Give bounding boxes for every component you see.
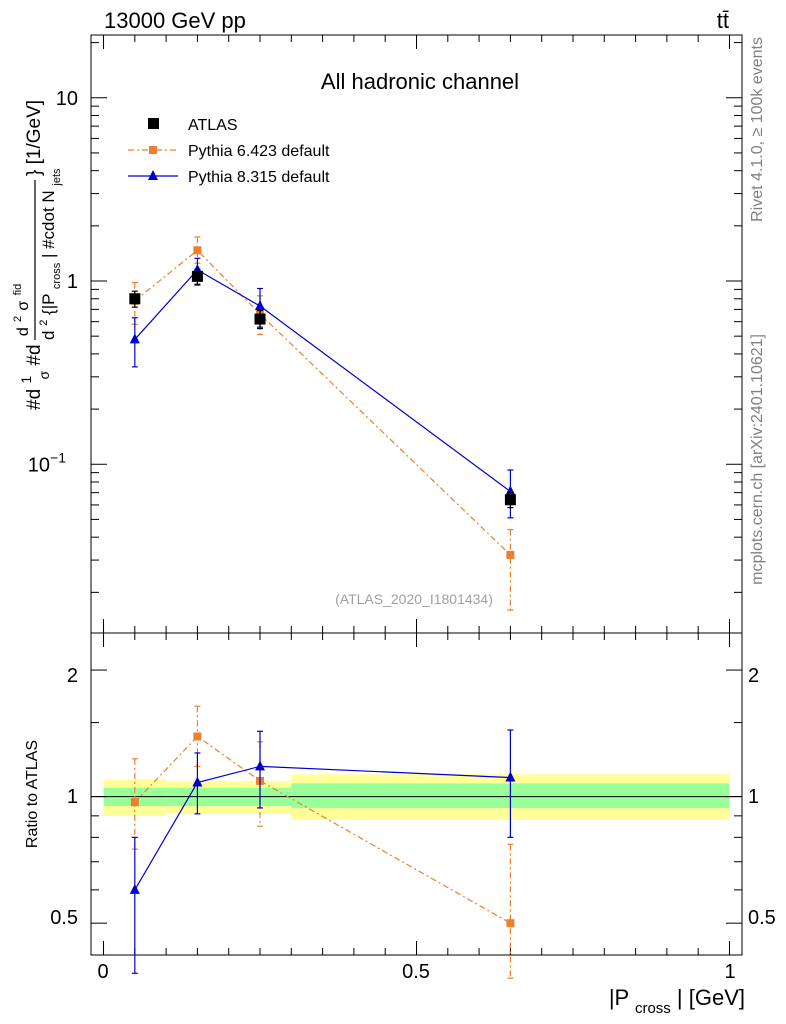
ratio-ytick-2-left: 2: [67, 665, 78, 687]
ylabel-part-one: 1: [18, 376, 34, 384]
legend-entry-pythia8: Pythia 8.315 default: [128, 169, 330, 186]
ratio-y-axis-label: Ratio to ATLAS: [24, 740, 41, 848]
xtick-0: 0: [97, 961, 108, 983]
ylabel-num-sigma: σ: [15, 301, 32, 311]
ratio-pythia-8-315-default-line: [134, 765, 511, 891]
energy-label: 13000 GeV pp: [104, 8, 246, 33]
ylabel-num-sup: 2: [12, 316, 24, 322]
ylabel-part-d2: #d: [24, 344, 45, 365]
ylabel-part-d: #d: [24, 389, 45, 410]
main-ytick-base: 10: [56, 88, 78, 110]
xlabel-sub: cross: [635, 1000, 671, 1017]
main-pythia-8-315-default-point: [129, 333, 140, 344]
main-ytick-label: 10−1: [28, 449, 66, 476]
x-axis-label: |P cross | [GeV]: [609, 985, 745, 1018]
xlabel-post: | [GeV]: [677, 985, 745, 1010]
legend-marker-pythia6: [149, 146, 157, 154]
main-pythia-6-423-default-point: [193, 246, 202, 255]
main-atlas-point: [254, 313, 266, 325]
ratio-panel: Ratio to ATLAS 0.5 1 2 0.5 1 2 0 0.5 1 |…: [24, 632, 776, 1018]
ylabel-num-fid: fid: [12, 284, 24, 296]
main-atlas-point: [504, 494, 516, 506]
ratio-pythia-6-423-default-point: [506, 919, 515, 928]
xtick-1: 1: [724, 961, 735, 983]
legend: ATLAS Pythia 6.423 default Pythia 8.315 …: [128, 117, 330, 186]
ylabel-part-sigma: σ: [36, 371, 52, 380]
main-pythia-8-315-default-point: [255, 300, 266, 311]
main-ticks: [91, 35, 742, 633]
ylabel-den-sup: 2: [38, 320, 50, 326]
ratio-pythia-6-423-default-point: [130, 798, 139, 807]
ylabel-close: } [1/GeV]: [24, 100, 45, 176]
ratio-pythia-8-315-default-point: [505, 771, 516, 782]
ylabel-den-mid: | #cdot N: [39, 190, 58, 258]
main-ytick-exp: −1: [50, 449, 66, 465]
ratio-ytick-1-right: 1: [748, 786, 759, 808]
source-label: mcplots.cern.ch [arXiv:2401.10621]: [749, 334, 766, 585]
xlabel-pre: |P: [609, 985, 629, 1010]
main-y-axis-label: #d 1 σ #d d 2 σ fid d 2 {|P cross | #cdo…: [5, 100, 64, 410]
ylabel-den-open: {|P: [39, 294, 58, 315]
process-label: tt̄: [717, 8, 729, 33]
legend-entry-pythia6: Pythia 6.423 default: [128, 143, 330, 160]
main-data-marks: [129, 236, 516, 611]
ratio-ytick-1-left: 1: [67, 786, 78, 808]
main-ytick-label: 1: [67, 271, 78, 293]
svg-text:#d 1 σ: #d 1 σ #d d 2 σ fid: [5, 284, 54, 410]
ratio-pythia-8-315-default-point: [192, 776, 203, 787]
ylabel-den-sub: cross: [51, 262, 63, 289]
ratio-pythia-8-315-default-point: [129, 883, 140, 894]
legend-entry-atlas: ATLAS: [148, 117, 238, 134]
svg-text:d 2 {|P: d 2 {|P cross | #cdot N jets: [32, 168, 64, 340]
analysis-label: (ATLAS_2020_I1801434): [335, 591, 493, 607]
main-ytick-base: 1: [67, 271, 78, 293]
main-atlas-point: [129, 293, 141, 305]
ratio-ticks: [91, 633, 742, 955]
ratio-data-marks: [129, 705, 516, 979]
main-pythia-6-423-default-point: [506, 550, 515, 559]
legend-marker-pythia8: [148, 170, 158, 180]
main-atlas-point: [191, 270, 203, 282]
ratio-pythia-8-315-default-point: [255, 760, 266, 771]
plot-title: All hadronic channel: [321, 69, 519, 94]
ratio-ytick-0.5-left: 0.5: [50, 907, 78, 929]
legend-label-atlas: ATLAS: [188, 117, 238, 134]
rivet-label: Rivet 4.1.0, ≥ 100k events: [749, 37, 766, 222]
ylabel-den-sub2: jets: [51, 168, 63, 187]
ylabel-den-d: d: [39, 331, 58, 340]
legend-label-pythia6: Pythia 6.423 default: [188, 143, 330, 160]
legend-marker-atlas: [148, 118, 159, 129]
ylabel-num-d: d: [15, 327, 32, 336]
main-ytick-base: 10: [28, 454, 50, 476]
main-pythia-6-423-default-line: [134, 249, 511, 556]
ratio-ytick-2-right: 2: [748, 665, 759, 687]
main-pythia-8-315-default-line: [134, 269, 511, 492]
ratio-pythia-6-423-default-point: [193, 732, 202, 741]
xtick-0.5: 0.5: [402, 961, 430, 983]
main-ytick-label: 10: [56, 88, 78, 110]
ratio-ytick-0.5-right: 0.5: [748, 907, 776, 929]
legend-label-pythia8: Pythia 8.315 default: [188, 169, 330, 186]
ratio-pythia-6-423-default-line: [134, 735, 511, 924]
